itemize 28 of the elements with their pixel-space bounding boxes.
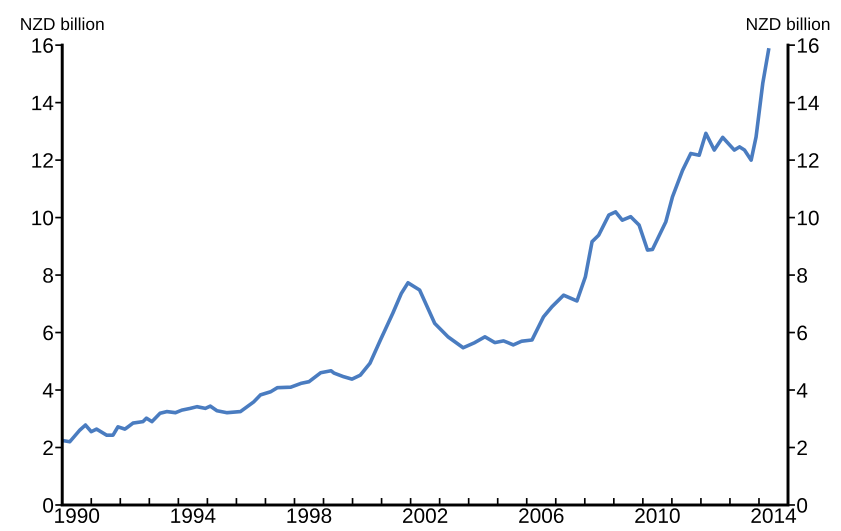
y2-tick-label: 4 xyxy=(796,383,808,398)
x-tick-label: 2002 xyxy=(403,508,448,524)
y2-axis-title: NZD billion xyxy=(746,17,830,30)
y-tick-label: 14 xyxy=(32,96,54,110)
y2-tick-label: 6 xyxy=(797,326,808,340)
y2-tick-label: 2 xyxy=(797,440,807,456)
x-tick-label: 2014 xyxy=(751,508,796,524)
y-tick-label: 10 xyxy=(32,210,54,226)
y-tick-label: 12 xyxy=(32,153,53,168)
line-series xyxy=(62,48,770,444)
y2-tick-label: 8 xyxy=(797,268,808,283)
x-tick-label: 1994 xyxy=(171,508,216,524)
y-tick-label: 8 xyxy=(43,268,53,283)
y-tick-label: 4 xyxy=(42,383,54,398)
y2-tick-label: 0 xyxy=(797,498,808,513)
y2-tick-label: 16 xyxy=(798,38,819,53)
y-tick-label: 6 xyxy=(43,326,53,340)
x-tick-label: 1990 xyxy=(55,508,100,524)
y-tick-label: 2 xyxy=(43,440,53,456)
y2-tick-label: 12 xyxy=(798,153,818,168)
y-tick-label: 16 xyxy=(32,38,53,53)
x-tick-label: 2010 xyxy=(635,508,680,524)
y2-tick-label: 14 xyxy=(798,96,819,110)
x-tick-label: 2006 xyxy=(519,508,564,524)
y2-tick-label: 10 xyxy=(798,210,819,226)
y-tick-label: 0 xyxy=(43,498,54,513)
x-tick-label: 1998 xyxy=(287,508,332,524)
y-axis-title: NZD billion xyxy=(21,17,104,30)
